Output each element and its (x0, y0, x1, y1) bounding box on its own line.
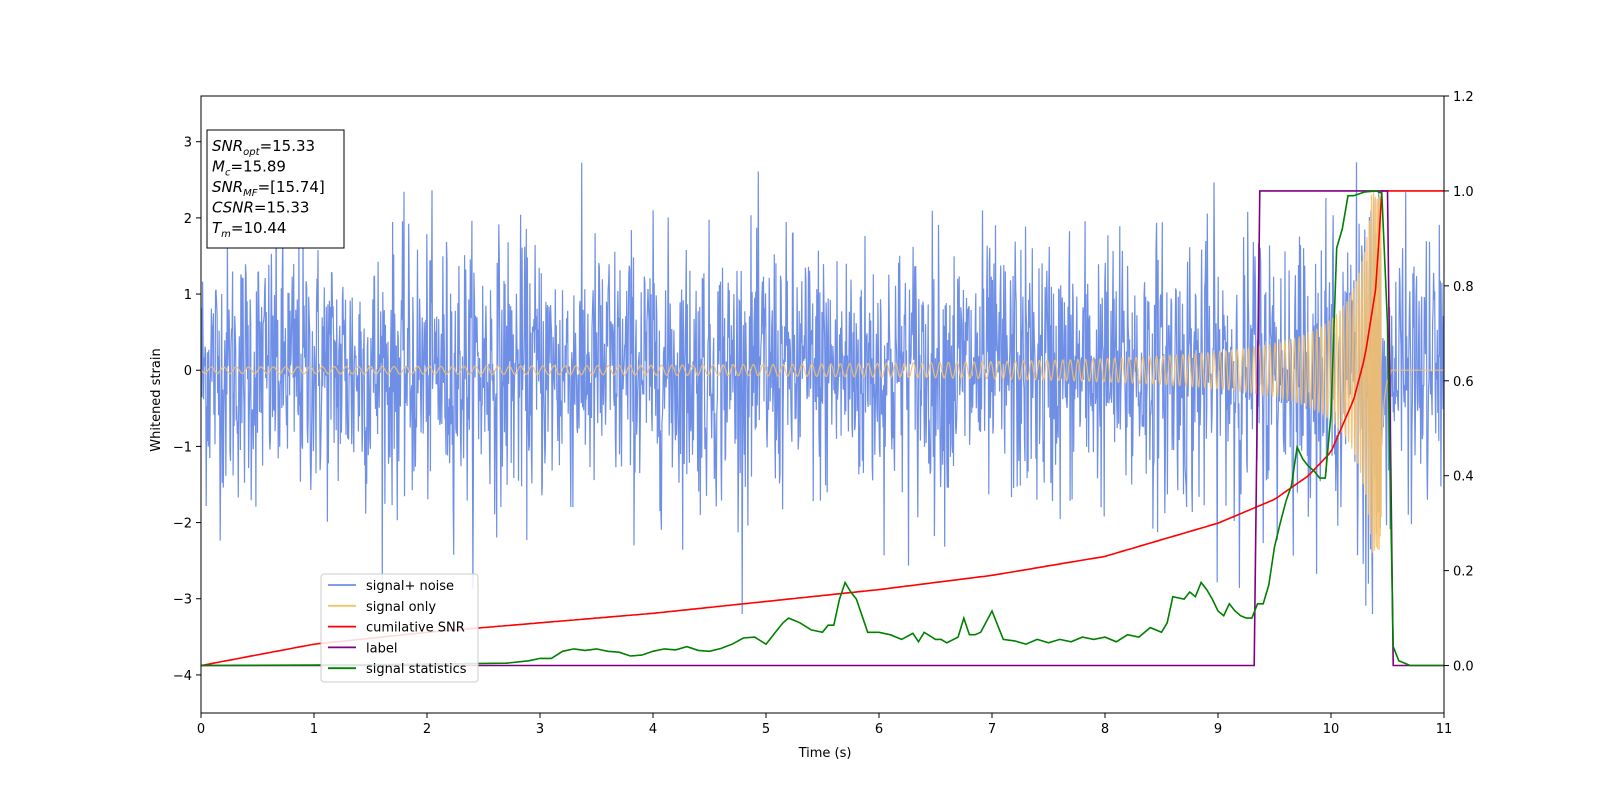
info-line: Tm=10.44 (212, 219, 286, 240)
x-tick-label: 7 (988, 722, 996, 737)
y-right-tick-label: 0.2 (1453, 565, 1474, 580)
x-tick-label: 1 (310, 722, 318, 737)
y-right-tick-label: 0.0 (1453, 660, 1474, 675)
y-left-tick-label: −1 (173, 440, 192, 455)
info-line-subscript: m (221, 229, 231, 240)
info-line: SNRMF=[15.74] (212, 178, 325, 199)
y-right-tick-label: 1.2 (1453, 90, 1474, 105)
series-signal-noise-line (201, 162, 1444, 615)
x-tick-label: 8 (1101, 722, 1109, 737)
info-line-name: CSNR (212, 199, 254, 217)
axes-group: 0 1 2 3 4 5 6 7 8 9 10 11 −4 −3 −2 −1 0 1 2 3 0.0 0.2 0.4 0.6 0.… (173, 90, 1474, 737)
legend-label: signal only (366, 600, 436, 615)
x-tick-label: 2 (423, 722, 431, 737)
info-line: CSNR=15.33 (212, 199, 309, 217)
y-left-tick-label: −2 (173, 517, 192, 532)
legend: signal+ noise signal only cumilative SNR la… (320, 573, 479, 683)
x-tick-label: 11 (1436, 722, 1453, 737)
info-line-subscript: MF (243, 188, 258, 199)
y-right-tick-label: 0.4 (1453, 470, 1474, 485)
y-right-tick-label: 0.8 (1453, 280, 1474, 295)
legend-label: signal statistics (366, 662, 467, 677)
legend-label: label (366, 641, 397, 656)
legend-frame (320, 573, 479, 683)
series-signal-only-line (201, 191, 1444, 553)
x-tick-label: 6 (875, 722, 883, 737)
info-line-value: =15.33 (260, 137, 316, 155)
info-line-value: =15.89 (230, 158, 286, 176)
info-line-name: SNR (212, 137, 243, 155)
info-line-subscript: c (225, 168, 231, 179)
y-left-tick-label: 1 (184, 288, 192, 303)
y-left-tick-label: 0 (184, 364, 192, 379)
y-left-tick-label: 2 (184, 212, 192, 227)
x-tick-label: 3 (536, 722, 544, 737)
x-axis-label: Time (s) (798, 746, 852, 761)
y-axis-label: Whitened strain (149, 348, 164, 451)
legend-label: cumilative SNR (366, 621, 465, 636)
y-left-tick-label: −3 (173, 593, 192, 608)
x-tick-label: 0 (197, 722, 205, 737)
info-line-name: SNR (212, 178, 243, 196)
info-line-value: =15.33 (254, 199, 310, 217)
x-tick-label: 9 (1214, 722, 1222, 737)
series-signal-statistics-line (201, 190, 1444, 667)
info-line-subscript: opt (243, 147, 260, 158)
info-line-name: M (212, 158, 225, 176)
info-line: SNRopt=15.33 (212, 137, 315, 158)
info-line-name: T (212, 219, 223, 237)
info-box-frame (206, 129, 345, 249)
legend-label: signal+ noise (366, 579, 454, 594)
y-left-tick-label: −4 (173, 669, 192, 684)
x-tick-label: 10 (1323, 722, 1340, 737)
y-right-tick-label: 0.6 (1453, 375, 1474, 390)
series-label-line (201, 190, 1444, 667)
info-box: SNRopt=15.33Mc=15.89SNRMF=[15.74]CSNR=15… (206, 129, 345, 249)
info-line: Mc=15.89 (212, 158, 286, 179)
info-line-value: =[15.74] (258, 178, 325, 196)
y-right-tick-label: 1.0 (1453, 185, 1474, 200)
plot-frame (200, 95, 1445, 714)
y-left-tick-label: 3 (184, 136, 192, 151)
x-tick-label: 4 (649, 722, 657, 737)
info-line-value: =10.44 (231, 219, 287, 237)
x-tick-label: 5 (762, 722, 770, 737)
